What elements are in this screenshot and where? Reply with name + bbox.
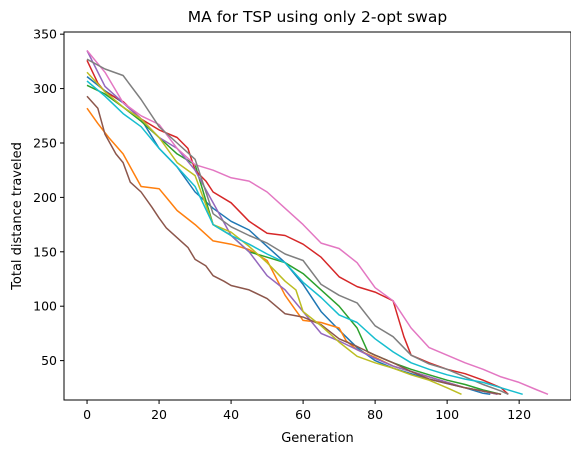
series-line-9: [86, 71, 462, 395]
series-line-6: [86, 95, 502, 396]
x-tick-label: 100: [435, 407, 459, 422]
y-axis: 50 100 150 200 250 300 350: [33, 27, 64, 368]
x-tick-label: 0: [83, 407, 91, 422]
x-axis-label: Generation: [281, 431, 354, 446]
x-tick-label: 120: [507, 407, 531, 422]
x-tick-label: 80: [367, 407, 383, 422]
x-axis: 0 20 40 60 80 100 120: [83, 400, 531, 422]
y-tick-label: 150: [33, 244, 57, 259]
plot-border: [63, 31, 571, 401]
series-line-10: [86, 80, 523, 396]
y-tick-label: 300: [33, 81, 57, 96]
x-tick-label: 40: [223, 407, 239, 422]
y-tick-label: 200: [33, 190, 57, 205]
y-axis-label: Total distance traveled: [10, 142, 25, 291]
series-layer: [86, 50, 549, 396]
y-tick-label: 350: [33, 27, 57, 42]
chart-title: MA for TSP using only 2-opt swap: [188, 8, 447, 26]
x-tick-label: 20: [151, 407, 167, 422]
y-tick-label: 100: [33, 299, 57, 314]
y-tick-label: 250: [33, 135, 57, 150]
plot-area: [63, 31, 571, 401]
y-tick-label: 50: [41, 353, 57, 368]
x-tick-label: 60: [295, 407, 311, 422]
plot-frame: [64, 32, 571, 400]
series-line-8: [86, 58, 509, 395]
